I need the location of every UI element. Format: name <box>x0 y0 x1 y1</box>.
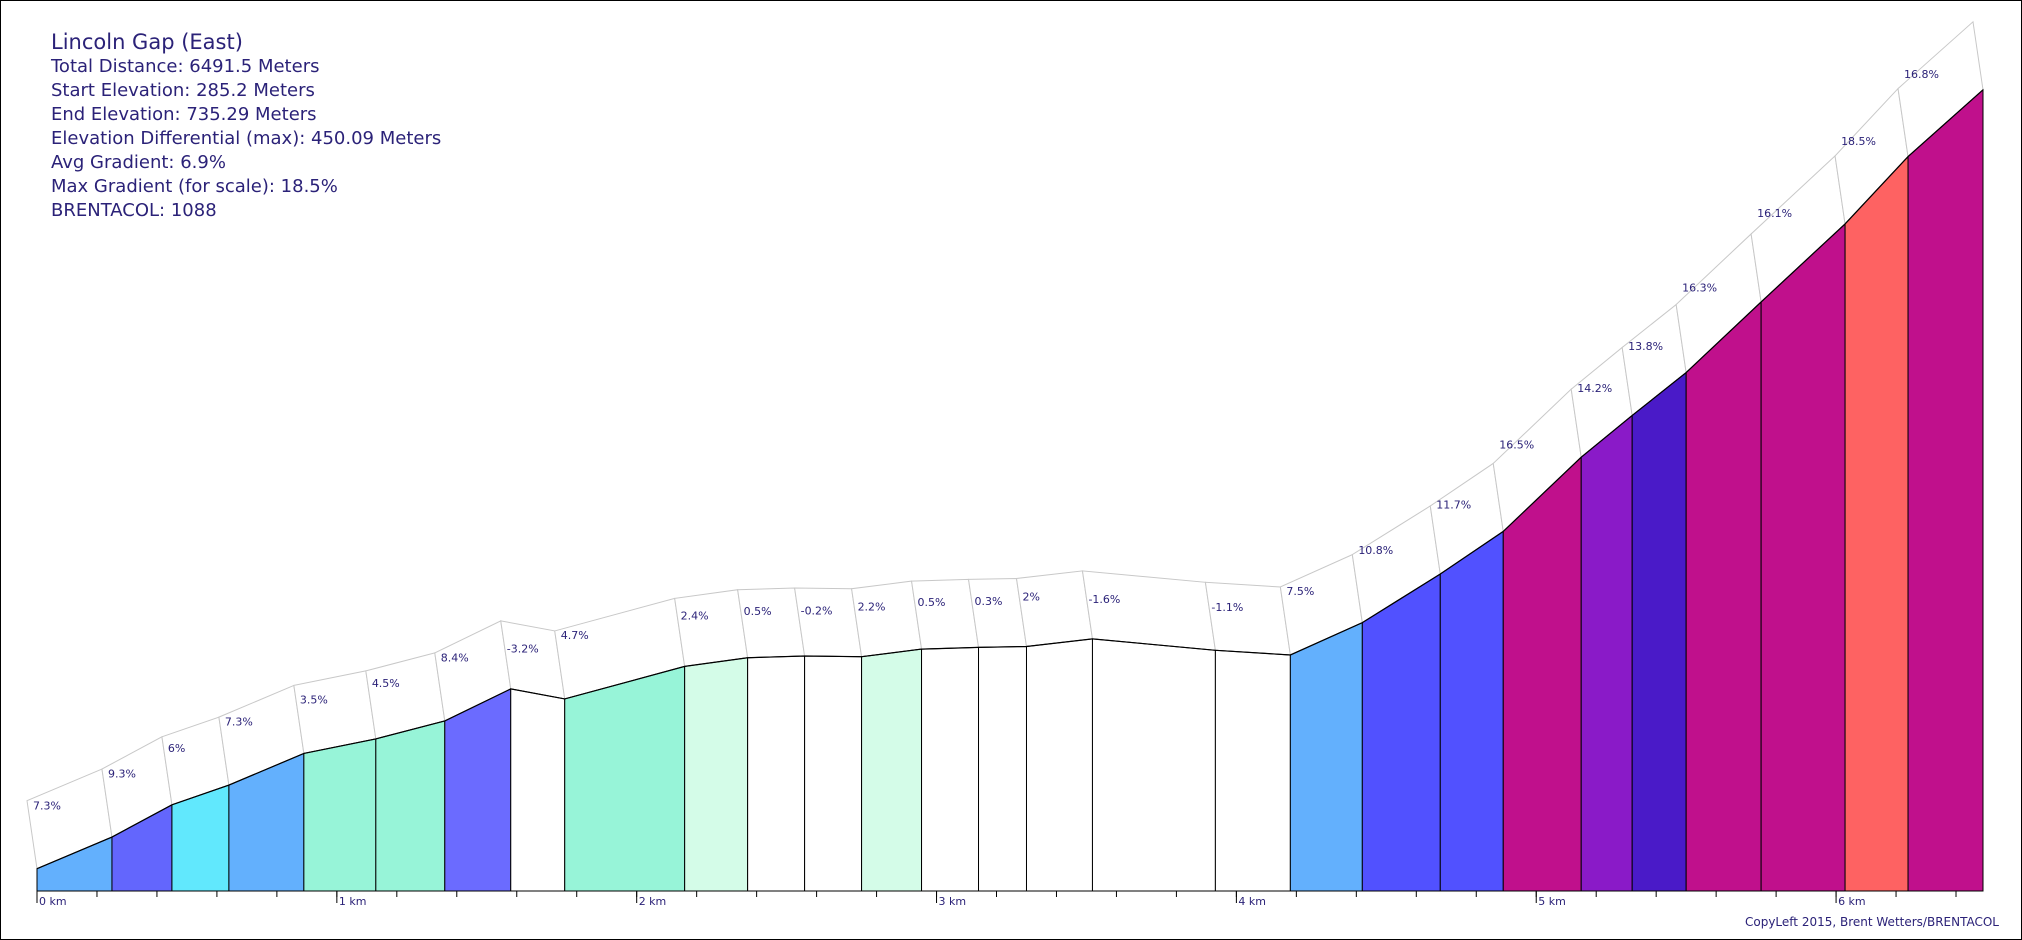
start-elevation: Start Elevation: 285.2 Meters <box>51 80 315 101</box>
profile-segment <box>1289 621 1363 892</box>
x-tick-label: 1 km <box>339 895 367 908</box>
x-tick-label: 6 km <box>1838 895 1866 908</box>
gradient-label: -1.6% <box>1088 593 1120 606</box>
profile-segment <box>510 688 566 892</box>
gradient-label: -0.2% <box>801 604 833 617</box>
profile-segment <box>804 655 863 892</box>
gradient-ribbon <box>910 578 980 650</box>
profile-segment <box>1091 638 1216 892</box>
profile-segment <box>1502 456 1582 892</box>
profile-segment <box>444 688 512 892</box>
gradient-label: 7.3% <box>225 716 253 729</box>
gradient-label: 9.3% <box>108 767 136 780</box>
gradient-label: 18.5% <box>1841 135 1876 148</box>
profile-segment <box>303 738 377 892</box>
profile-segment <box>1361 573 1441 892</box>
x-tick-label: 5 km <box>1538 895 1566 908</box>
gradient-label: 4.7% <box>561 629 589 642</box>
profile-segment <box>375 720 446 892</box>
profile-segment <box>1844 155 1909 892</box>
profile-segment <box>978 645 1027 892</box>
elevation-differential: Elevation Differential (max): 450.09 Met… <box>51 128 442 149</box>
x-tick-label: 3 km <box>939 895 967 908</box>
profile-segment <box>861 648 923 892</box>
gradient-label: 16.1% <box>1757 207 1792 220</box>
gradient-label: 7.5% <box>1286 585 1314 598</box>
copyleft-credit: CopyLeft 2015, Brent Wetters/BRENTACOL <box>1744 915 1999 929</box>
profile-segment <box>1760 222 1846 892</box>
gradient-label: 2.2% <box>858 601 886 614</box>
profile-segment <box>1025 638 1093 892</box>
gradient-label: 3.5% <box>300 693 328 706</box>
gradient-label: 10.8% <box>1358 544 1393 557</box>
gradient-label: 13.8% <box>1628 340 1663 353</box>
climb-title: Lincoln Gap (East) <box>51 30 243 54</box>
gradient-ribbon <box>1015 570 1094 648</box>
gradient-label: 16.5% <box>1499 439 1534 452</box>
x-tick-label: 0 km <box>39 895 67 908</box>
gradient-label: 2% <box>1022 590 1039 603</box>
profile-segment <box>1214 649 1291 892</box>
profile-segment <box>921 646 980 892</box>
profile-segment <box>564 665 686 892</box>
x-tick-label: 4 km <box>1238 895 1266 908</box>
brentacol-score: BRENTACOL: 1088 <box>51 200 217 221</box>
profile-segment <box>684 657 749 892</box>
total-distance: Total Distance: 6491.5 Meters <box>51 56 320 77</box>
gradient-ribbon <box>851 580 923 658</box>
gradient-label: 6% <box>168 742 185 755</box>
gradient-label: 7.3% <box>33 799 61 812</box>
gradient-label: -1.1% <box>1211 601 1243 614</box>
gradient-label: 0.3% <box>975 595 1003 608</box>
gradient-ribbon <box>674 589 749 667</box>
gradient-label: 2.4% <box>681 610 709 623</box>
profile-segment <box>1907 88 1984 892</box>
gradient-ribbon <box>1204 581 1291 656</box>
gradient-ribbon <box>737 587 806 659</box>
gradient-label: 16.8% <box>1904 68 1939 81</box>
avg-gradient: Avg Gradient: 6.9% <box>51 152 226 173</box>
end-elevation: End Elevation: 735.29 Meters <box>51 104 317 125</box>
gradient-label: 4.5% <box>372 677 400 690</box>
gradient-label: 0.5% <box>918 596 946 609</box>
gradient-label: 11.7% <box>1436 499 1471 512</box>
gradient-ribbon <box>1081 570 1216 651</box>
profile-segment <box>1631 371 1687 892</box>
profile-line <box>36 89 1984 870</box>
profile-segment <box>1580 414 1633 892</box>
gradient-label: 14.2% <box>1577 382 1612 395</box>
gradient-label: -3.2% <box>507 642 539 655</box>
gradient-label: 8.4% <box>441 651 469 664</box>
climb-info-block: Lincoln Gap (East) Total Distance: 6491.… <box>51 29 441 223</box>
x-tick-label: 2 km <box>639 895 667 908</box>
profile-segment <box>1685 300 1762 892</box>
profile-segment <box>1439 530 1504 892</box>
max-gradient: Max Gradient (for scale): 18.5% <box>51 176 338 197</box>
gradient-ribbon <box>794 587 863 658</box>
gradient-label: 16.3% <box>1682 282 1717 295</box>
gradient-label: 0.5% <box>744 605 772 618</box>
profile-segment <box>747 655 806 892</box>
